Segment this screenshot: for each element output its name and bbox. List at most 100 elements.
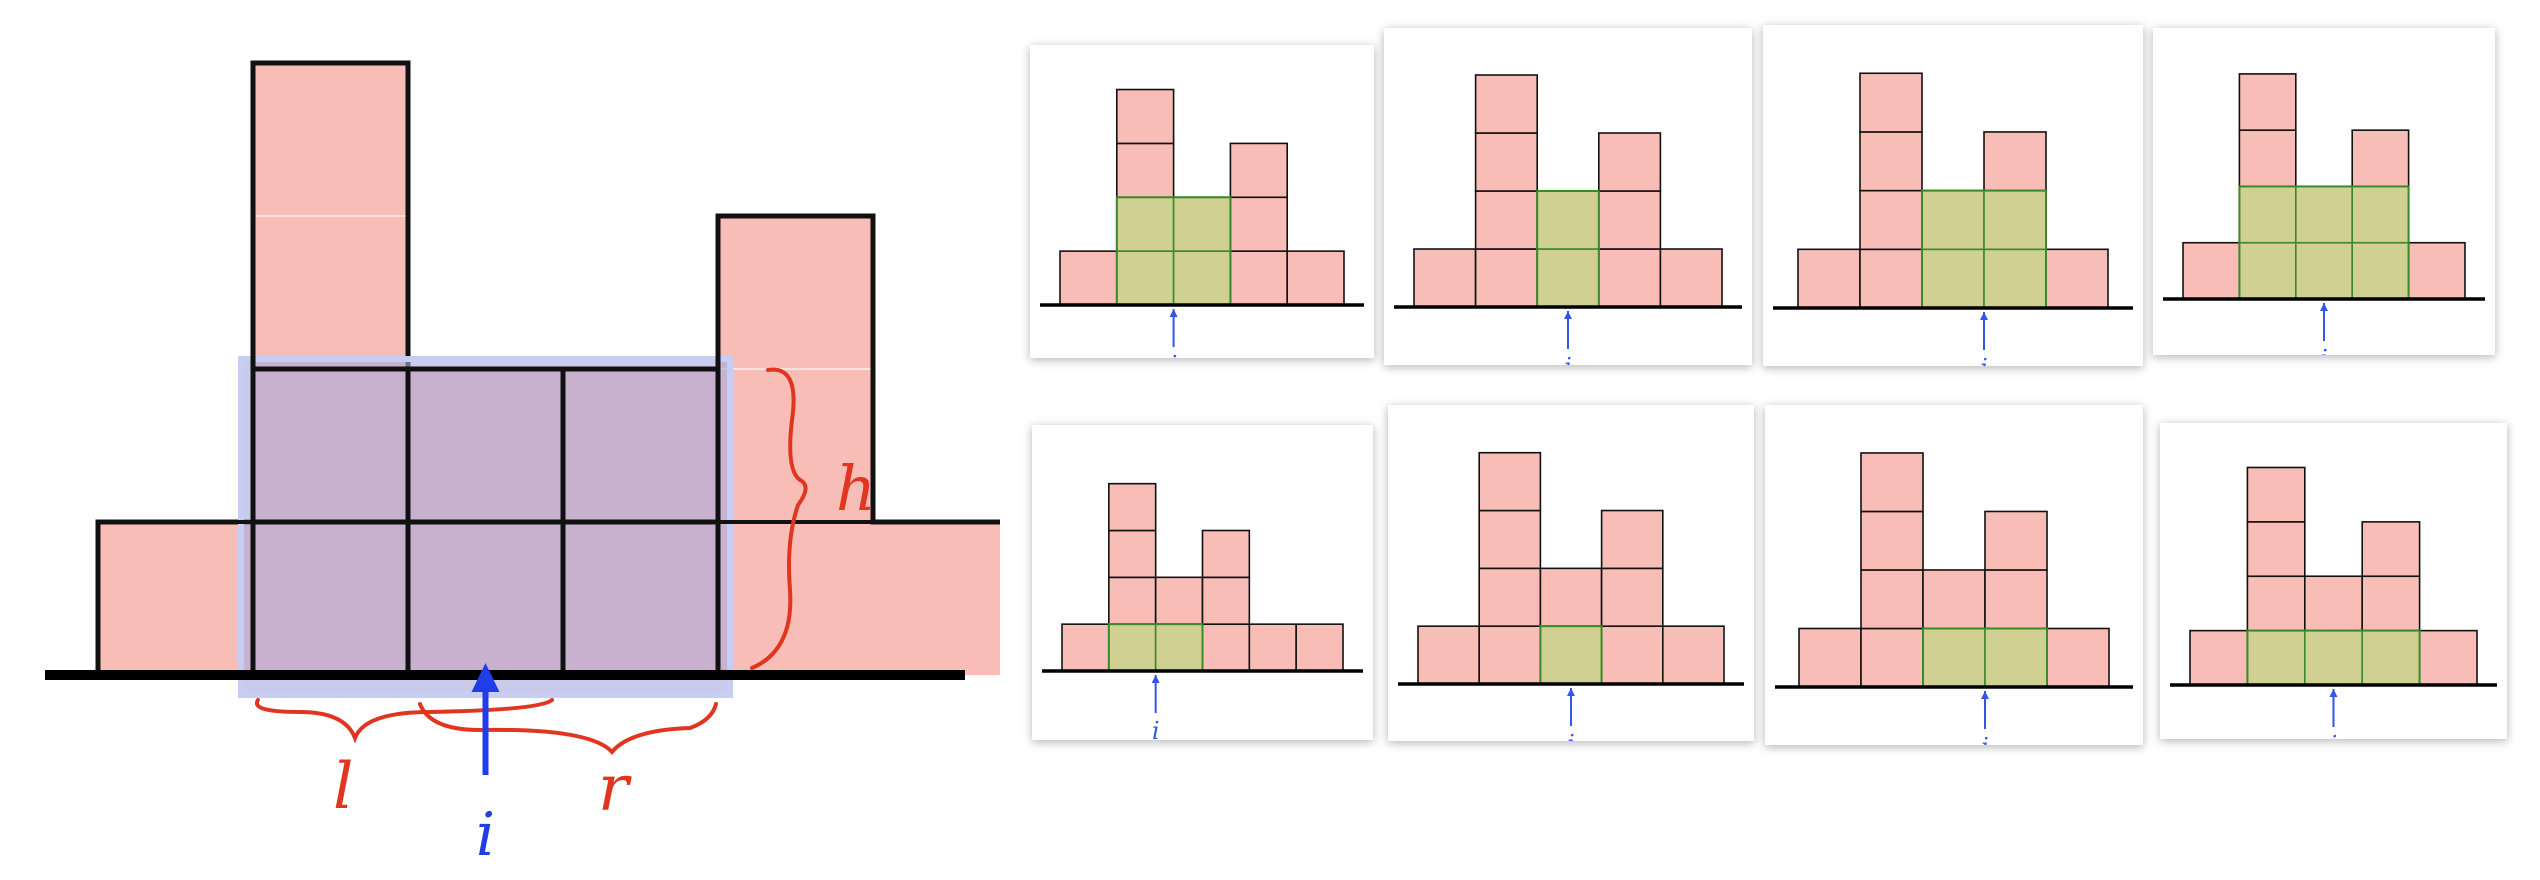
thumbnail-bar-cell — [1859, 131, 1923, 192]
thumbnail-bar-cell — [2361, 575, 2421, 632]
thumbnail-bar-cell — [1478, 625, 1542, 685]
thumbnail-card: i — [1765, 405, 2143, 745]
thumbnail-index-label: i — [1152, 717, 1160, 740]
thumbnail-window-cell — [1172, 196, 1232, 252]
thumbnail-bar-cell — [1061, 623, 1110, 672]
thumbnail-bar-cell — [1417, 625, 1481, 685]
thumbnail-bar-cell — [2189, 629, 2249, 686]
thumbnail-window-cell — [2304, 629, 2364, 686]
thumbnail-bar-cell — [1108, 576, 1157, 625]
thumbnail-card: i — [1384, 28, 1752, 365]
right-extent-label: r — [598, 752, 632, 826]
thumbnail-bar-cell — [1474, 74, 1538, 134]
thumbnail-window-cell — [1116, 250, 1175, 306]
thumbnail-bar-cell — [1859, 189, 1923, 251]
thumbnail-histogram: i — [1775, 452, 2133, 745]
thumbnail-bar-cell — [1859, 248, 1923, 309]
thumbnail-bar-cell — [1860, 569, 1924, 630]
thumbnail-window-cell — [2295, 185, 2354, 244]
histogram-bar — [718, 216, 873, 675]
thumbnail-index-label: i — [2330, 731, 2338, 739]
thumbnail-window-cell — [1921, 189, 1985, 251]
thumbnail-window-cell — [1984, 627, 2048, 688]
thumbnail-index-label: i — [1981, 733, 1989, 745]
thumbnail-bar-cell — [1108, 482, 1157, 532]
height-label: h — [836, 452, 876, 525]
thumbnail-bar-cell — [2418, 629, 2478, 686]
left-extent-brace — [254, 698, 554, 744]
thumbnail-bar-cell — [1116, 88, 1175, 145]
thumbnail-histogram: i — [1040, 88, 1364, 358]
thumbnail-bar-cell — [1108, 529, 1157, 579]
thumbnail-bar-cell — [2238, 129, 2297, 188]
thumbnail-bar-cell — [1984, 569, 2048, 630]
thumbnail-index-arrow-head — [2320, 303, 2328, 311]
thumbnail-bar-cell — [1478, 567, 1542, 627]
main-histogram-diagram: h l r i — [45, 60, 1000, 870]
thumbnail-bar-cell — [1116, 142, 1175, 199]
thumbnail-window-cell — [2238, 185, 2297, 244]
thumbnail-histogram: i — [1042, 482, 1363, 740]
thumbnail-bar-cell — [1922, 569, 1986, 630]
thumbnail-window-cell — [1539, 625, 1603, 685]
thumbnail-bar-cell — [1600, 567, 1664, 627]
thumbnail-bar-cell — [1201, 529, 1251, 579]
thumbnail-bar-cell — [1201, 623, 1251, 672]
thumbnail-bar-cell — [1229, 142, 1288, 199]
thumbnail-card: i — [2153, 28, 2495, 355]
height-brace — [750, 367, 808, 670]
thumbnail-index-label: i — [1980, 354, 1988, 366]
thumbnail-window-cell — [1983, 248, 2047, 309]
selection-grid — [98, 63, 1000, 675]
thumbnail-bar-cell — [2246, 466, 2306, 523]
thumbnail-index-label: i — [1170, 351, 1178, 358]
histogram-bar — [98, 522, 253, 675]
thumbnail-histogram: i — [1394, 74, 1742, 365]
index-arrow-head — [471, 663, 500, 692]
thumbnail-window-cell — [1154, 623, 1204, 672]
thumbnail-index-arrow-head — [1169, 309, 1178, 317]
thumbnail-bar-cell — [1797, 248, 1861, 309]
max-rectangle-highlight — [238, 356, 733, 698]
thumbnail-card: i — [2160, 423, 2507, 739]
thumbnail-bar-cell — [1661, 625, 1725, 685]
thumbnail-bar-cell — [1983, 131, 2047, 192]
thumbnail-histogram: i — [1398, 451, 1744, 741]
thumbnail-bar-cell — [1286, 250, 1345, 306]
thumbnail-histogram: i — [1773, 72, 2133, 366]
thumbnail-bar-cell — [1539, 567, 1603, 627]
thumbnail-bar-cell — [1478, 509, 1542, 570]
left-extent-label: l — [333, 750, 353, 824]
thumbnail-window-cell — [2246, 629, 2306, 686]
thumbnail-index-label: i — [1564, 353, 1572, 365]
thumbnail-bar-cell — [1598, 132, 1662, 192]
thumbnail-card: i — [1388, 405, 1754, 741]
thumbnail-index-label: i — [2320, 345, 2328, 355]
thumbnail-window-cell — [2351, 241, 2410, 300]
thumbnail-bar-cell — [2238, 73, 2297, 131]
thumbnail-bar-cell — [1600, 509, 1664, 570]
thumbnail-window-cell — [1983, 189, 2047, 251]
thumbnail-bar-cell — [1600, 625, 1664, 685]
thumbnail-index-label: i — [1567, 730, 1575, 741]
thumbnail-bar-cell — [2351, 129, 2410, 188]
thumbnail-window-cell — [1172, 250, 1232, 306]
thumbnail-bar-cell — [1229, 250, 1288, 306]
thumbnail-bar-cell — [1859, 72, 1923, 133]
thumbnail-bar-cell — [1984, 510, 2048, 571]
thumbnail-bar-cell — [1598, 248, 1662, 308]
thumbnail-card: i — [1763, 25, 2143, 366]
thumbnail-bar-cell — [1229, 196, 1288, 252]
thumbnail-bar-cell — [1860, 627, 1924, 688]
thumbnail-index-arrow-head — [1981, 691, 1989, 699]
thumbnail-bar-cell — [2304, 575, 2364, 632]
thumbnail-window-cell — [2361, 629, 2421, 686]
thumbnail-index-arrow-head — [1567, 688, 1575, 696]
thumbnail-window-cell — [1921, 248, 1985, 309]
thumbnail-bar-cell — [2045, 248, 2109, 309]
thumbnail-bar-cell — [1659, 248, 1723, 308]
thumbnail-index-arrow-head — [2329, 689, 2338, 697]
thumbnail-window-cell — [1116, 196, 1175, 252]
right-extent-brace — [418, 702, 718, 756]
thumbnail-window-cell — [2351, 185, 2410, 244]
